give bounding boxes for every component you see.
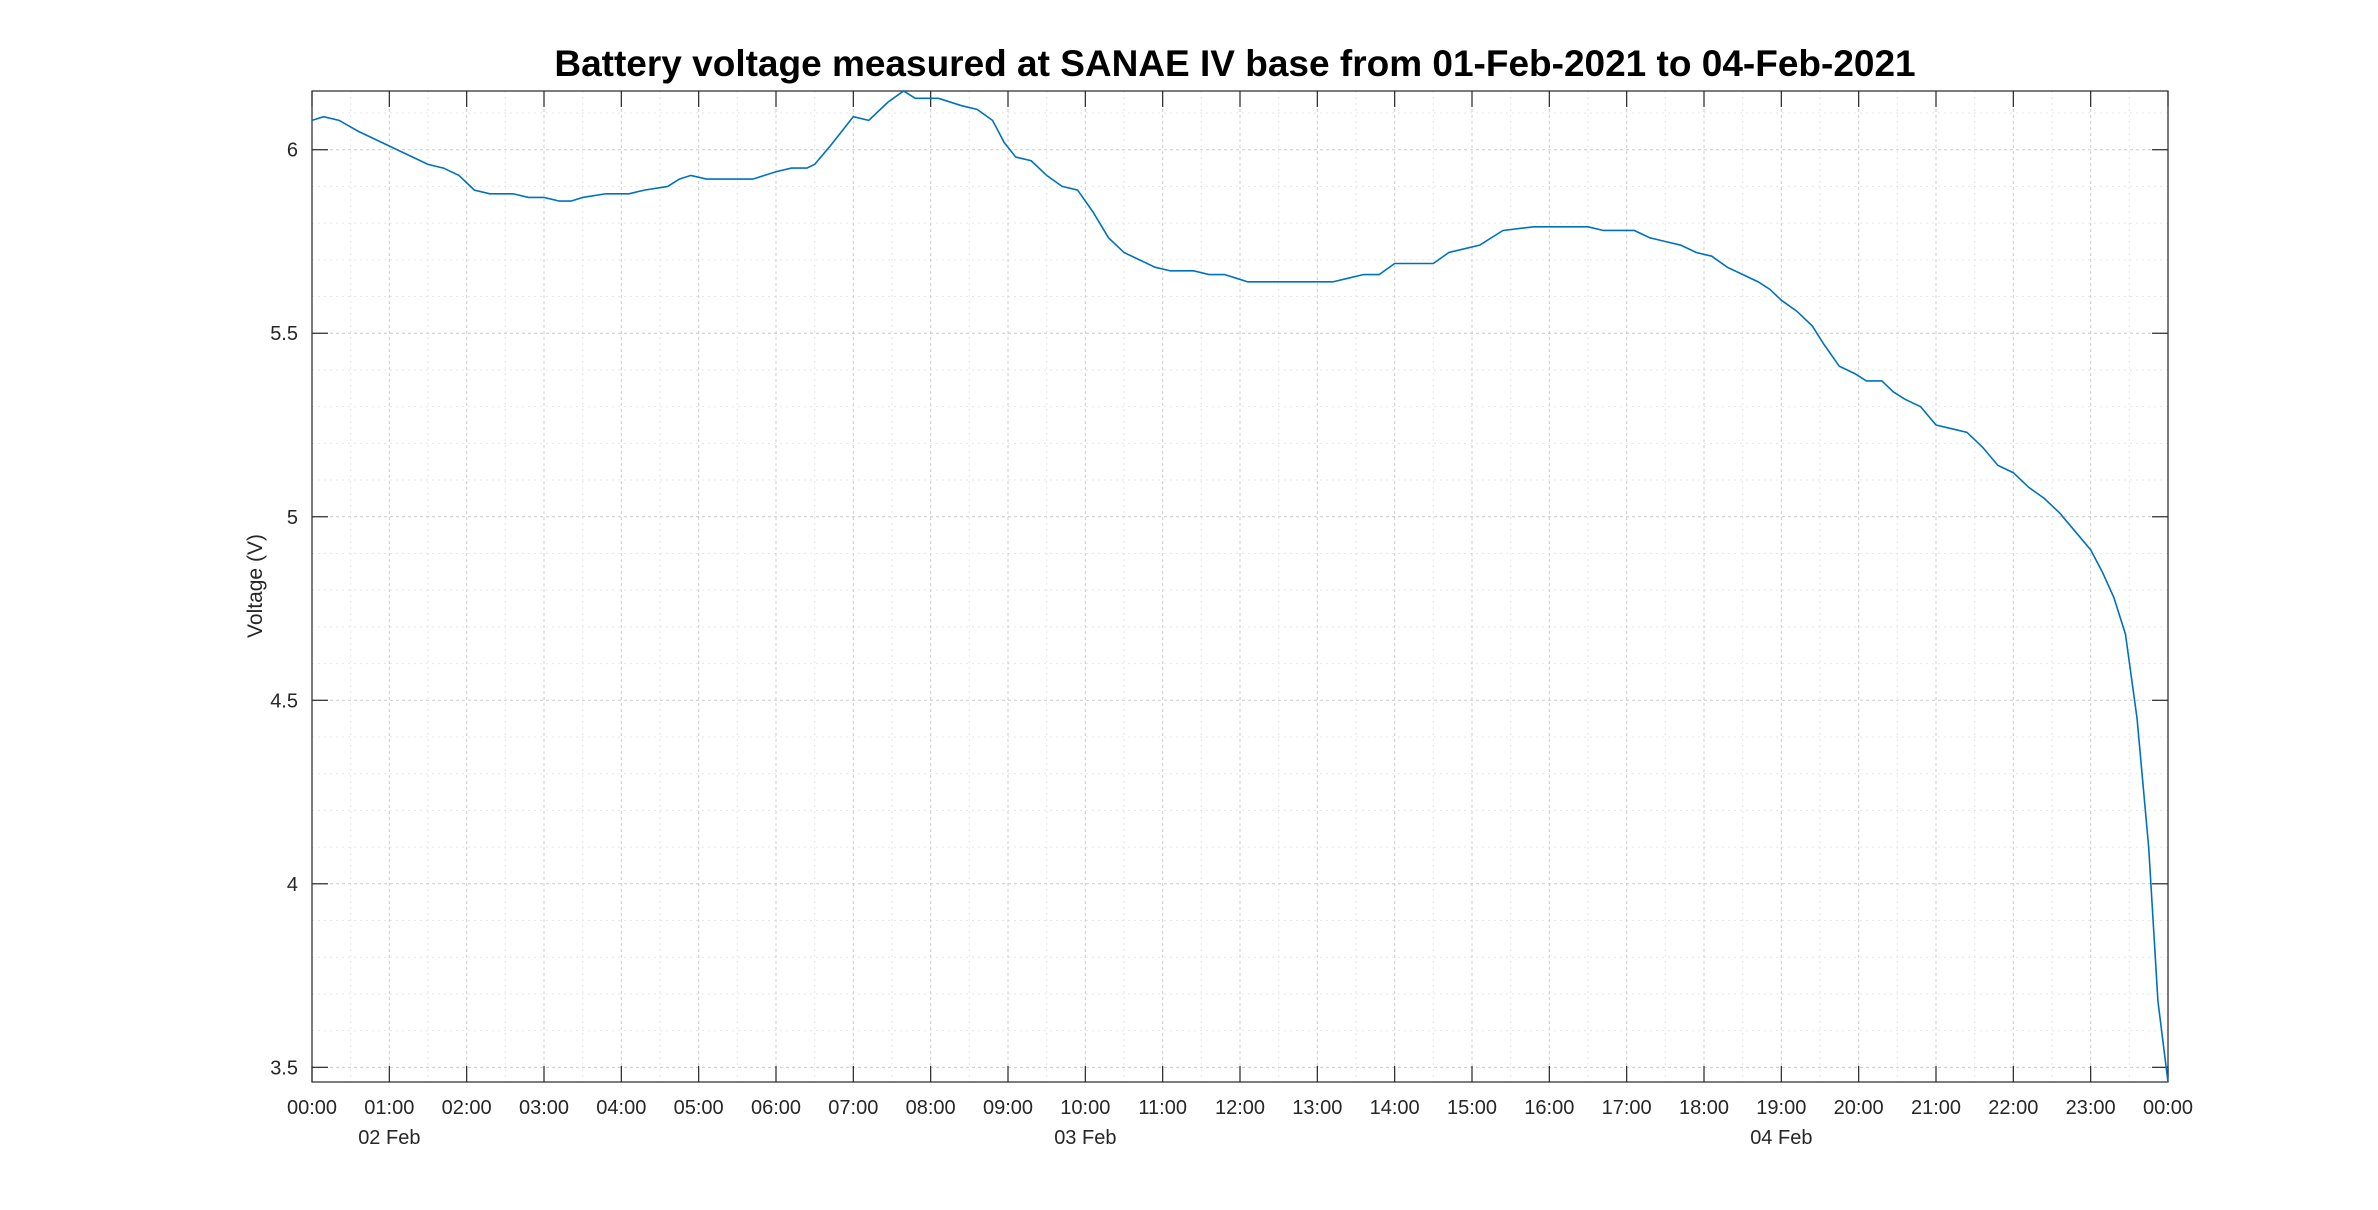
x-tick-label: 21:00	[1911, 1097, 1961, 1119]
x-tick-label: 23:00	[2066, 1097, 2116, 1119]
x-tick-label: 03:00	[519, 1097, 569, 1119]
date-label: 04 Feb	[1750, 1127, 1812, 1149]
x-tick-label: 00:00	[287, 1097, 337, 1119]
x-tick-label: 01:00	[364, 1097, 414, 1119]
y-tick-label: 5	[287, 507, 298, 529]
date-labels: 02 Feb 03 Feb 04 Feb	[358, 1127, 1812, 1149]
x-tick-label: 06:00	[751, 1097, 801, 1119]
x-tick-label: 10:00	[1060, 1097, 1110, 1119]
y-axis: 3.5 4 4.5 5 5.5 6	[270, 140, 2168, 1079]
chart-title: Battery voltage measured at SANAE IV bas…	[554, 43, 1915, 84]
x-tick-label: 20:00	[1834, 1097, 1884, 1119]
x-tick-label: 16:00	[1524, 1097, 1574, 1119]
x-tick-label: 22:00	[1988, 1097, 2038, 1119]
y-tick-label: 3.5	[270, 1057, 298, 1079]
date-label: 02 Feb	[358, 1127, 420, 1149]
x-tick-label: 07:00	[828, 1097, 878, 1119]
date-label: 03 Feb	[1054, 1127, 1116, 1149]
voltage-series-line	[311, 90, 2169, 1083]
x-tick-label: 00:00	[2143, 1097, 2193, 1119]
x-tick-label: 14:00	[1370, 1097, 1420, 1119]
x-tick-label: 13:00	[1292, 1097, 1342, 1119]
x-tick-label: 05:00	[674, 1097, 724, 1119]
x-tick-label: 19:00	[1756, 1097, 1806, 1119]
x-tick-label: 09:00	[983, 1097, 1033, 1119]
plot-area	[312, 91, 2168, 1082]
x-axis: 00:00 01:00 02:00 03:00 04:00 05:00 06:00 07:00…	[287, 91, 2193, 1119]
x-tick-label: 11:00	[1138, 1097, 1187, 1119]
y-axis-label: Voltage (V)	[244, 534, 267, 638]
x-tick-label: 08:00	[906, 1097, 956, 1119]
y-tick-label: 5.5	[270, 323, 298, 345]
y-tick-label: 4	[287, 874, 298, 896]
x-tick-label: 18:00	[1679, 1097, 1729, 1119]
x-tick-label: 02:00	[442, 1097, 492, 1119]
y-tick-label: 6	[287, 140, 298, 162]
y-tick-label: 4.5	[270, 690, 298, 712]
x-tick-label: 04:00	[596, 1097, 646, 1119]
x-tick-label: 15:00	[1447, 1097, 1497, 1119]
x-tick-label: 12:00	[1215, 1097, 1265, 1119]
x-tick-label: 17:00	[1602, 1097, 1652, 1119]
